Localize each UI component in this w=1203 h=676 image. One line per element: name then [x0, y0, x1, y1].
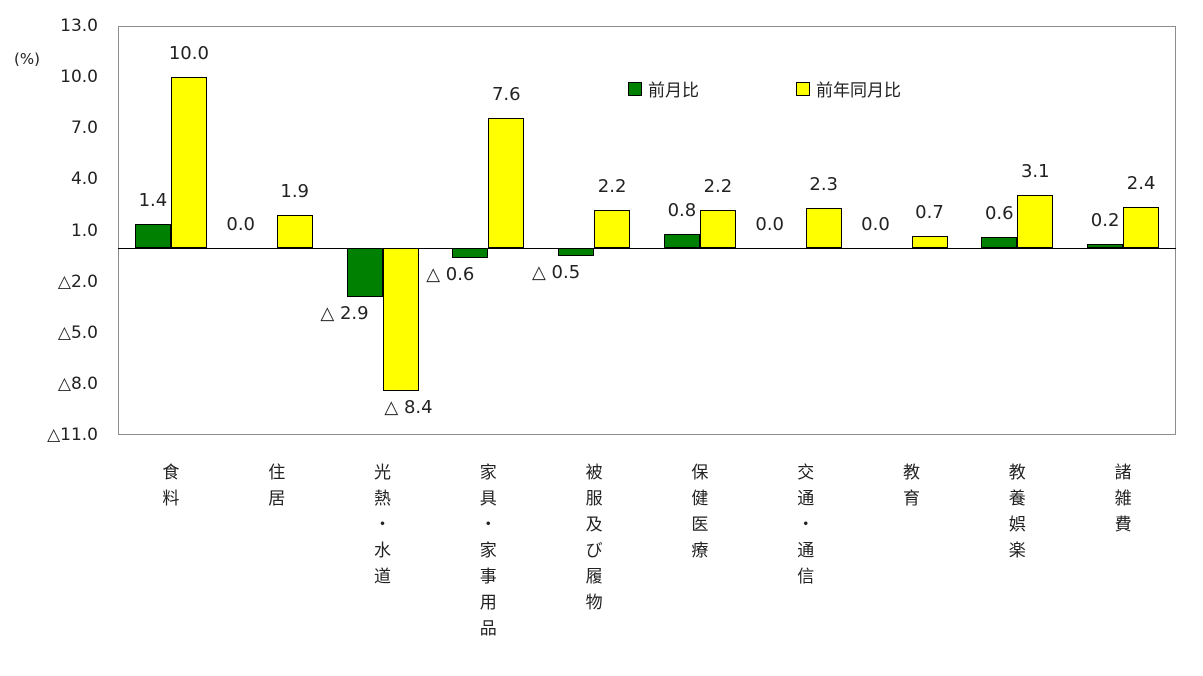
data-label: 0.2	[1090, 210, 1120, 232]
y-tick-label: 10.0	[60, 67, 98, 88]
data-label: 2.2	[703, 176, 733, 198]
bar-mom	[981, 237, 1018, 248]
x-category-label: 食料	[162, 463, 180, 509]
legend-swatch-yellow	[796, 81, 810, 96]
bar-yoy	[911, 235, 948, 248]
data-label: 7.6	[491, 84, 521, 106]
data-label: 2.4	[1126, 172, 1156, 194]
data-label: 0.0	[755, 213, 785, 235]
y-tick-label: 4.0	[70, 169, 98, 190]
bar-mom	[346, 247, 383, 297]
bar-yoy	[1017, 194, 1054, 248]
data-label: 1.4	[138, 189, 168, 211]
data-label: △ 0.6	[426, 263, 475, 285]
legend-item-mom: 前月比	[628, 76, 699, 101]
bar-yoy	[170, 77, 207, 248]
data-label: 2.3	[809, 174, 839, 196]
legend-label: 前年同月比	[816, 81, 901, 101]
zero-axis-line	[118, 247, 1176, 249]
bar-mom	[558, 247, 595, 257]
x-category-label: 家具・家事用品	[479, 463, 497, 639]
bar-mom	[452, 247, 489, 258]
x-category-label: 教養娯楽	[1008, 463, 1026, 561]
y-tick-label: 13.0	[60, 16, 98, 36]
data-label: 0.7	[915, 201, 944, 223]
bar-yoy	[594, 210, 631, 248]
bar-yoy	[1123, 206, 1160, 248]
bar-yoy	[276, 215, 313, 248]
data-label: △ 2.9	[320, 302, 369, 324]
y-tick-label: △5.0	[57, 322, 98, 343]
bar-yoy	[699, 210, 736, 248]
data-label: 0.0	[861, 213, 890, 235]
y-tick-label: △8.0	[57, 373, 98, 394]
legend-label: 前月比	[648, 81, 699, 101]
data-label: 1.9	[280, 181, 310, 203]
x-category-label: 諸雑費	[1114, 463, 1132, 535]
x-category-label: 光熱・水道	[374, 463, 391, 587]
legend-item-yoy: 前年同月比	[796, 76, 901, 101]
bar-yoy	[488, 118, 525, 248]
y-tick-label: 7.0	[70, 118, 98, 139]
x-category-label: 被服及び履物	[585, 463, 603, 613]
y-tick-label: △2.0	[57, 271, 98, 292]
x-category-label: 交通・通信	[797, 463, 815, 587]
data-label: △ 0.5	[531, 262, 581, 284]
data-label: 10.0	[168, 43, 209, 65]
y-tick-label: 1.0	[70, 220, 98, 241]
legend-swatch-green	[628, 81, 642, 96]
data-label: 3.1	[1020, 160, 1050, 182]
x-category-label: 教育	[903, 463, 920, 509]
plot-area	[118, 26, 1176, 435]
bar-yoy	[382, 247, 419, 391]
bar-mom	[663, 233, 700, 248]
y-tick-label: △11.0	[47, 425, 98, 445]
y-axis-unit-label: (%)	[14, 50, 40, 68]
data-label: 0.8	[667, 199, 697, 221]
bar-mom	[134, 223, 171, 248]
bar-yoy	[805, 208, 842, 248]
data-label: 0.6	[984, 203, 1014, 225]
data-label: △ 8.4	[384, 396, 433, 418]
data-label: 0.0	[226, 213, 256, 235]
x-category-label: 保健医療	[691, 463, 709, 561]
bar-mom	[1087, 244, 1124, 248]
x-category-label: 住居	[268, 463, 286, 509]
data-label: 2.2	[597, 176, 627, 198]
